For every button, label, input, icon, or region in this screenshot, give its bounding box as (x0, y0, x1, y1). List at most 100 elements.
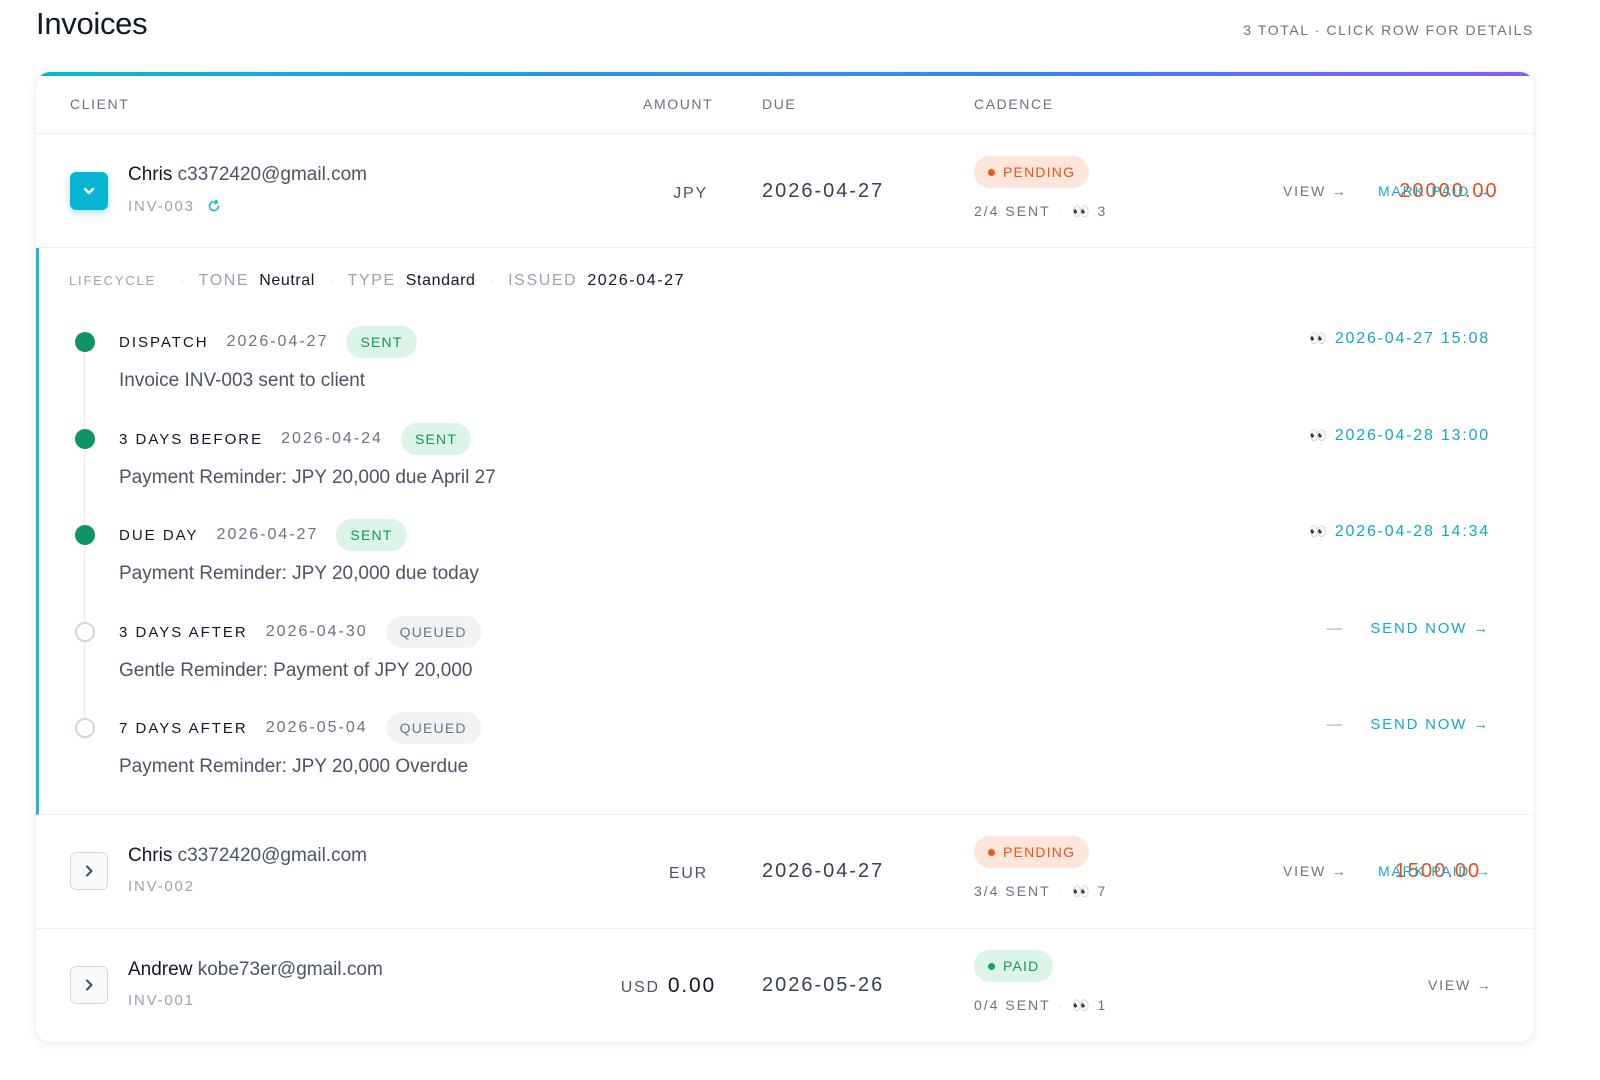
status-label: PENDING (1003, 844, 1076, 860)
status-dot (988, 848, 995, 856)
status-badge: PENDING (974, 836, 1090, 868)
amount-cell: EUR 1500.00 (668, 860, 1479, 884)
step-status-badge: SENT (400, 423, 472, 455)
amount-value: 1500.00 (1394, 860, 1482, 882)
expand-row-button[interactable] (70, 966, 108, 1004)
timeline-step: 3 DAYS AFTER 2026-04-30 QUEUED Gentle Re… (39, 616, 1534, 712)
step-opened: 👀 2026-04-28 14:34 (1309, 523, 1490, 541)
header-due: DUE (762, 96, 797, 112)
expand-row-button[interactable] (70, 852, 108, 890)
opened-timestamp: 2026-04-28 14:34 (1334, 523, 1490, 540)
currency-code: USD (620, 979, 660, 996)
eyes-icon: 👀 (1072, 203, 1090, 219)
sent-count: 0/4 SENT (974, 997, 1051, 1013)
currency-code: EUR (668, 865, 708, 882)
status-badge: PAID (974, 950, 1054, 982)
client-cell: Chris c3372420@gmail.com (128, 845, 367, 867)
invoice-count-hint: 3 TOTAL · CLICK ROW FOR DETAILS (1243, 22, 1534, 38)
step-description: Payment Reminder: JPY 20,000 due April 2… (119, 467, 496, 488)
tone-label: TONE (198, 272, 250, 289)
view-button[interactable]: VIEW → (1283, 183, 1348, 199)
step-date: 2026-05-04 (265, 719, 368, 736)
client-name: Chris (128, 164, 173, 185)
client-email: kobe73er@gmail.com (197, 959, 383, 980)
step-description: Gentle Reminder: Payment of JPY 20,000 (119, 660, 473, 681)
status-dot (988, 168, 995, 176)
open-count: 7 (1097, 883, 1108, 899)
step-status-badge: QUEUED (385, 616, 481, 648)
step-date: 2026-04-27 (216, 526, 319, 543)
header-amount: AMOUNT (643, 96, 714, 112)
collapse-row-button[interactable] (70, 172, 108, 210)
view-button[interactable]: VIEW → (1428, 977, 1493, 993)
due-date: 2026-04-27 (762, 860, 885, 882)
eyes-icon: 👀 (1309, 523, 1327, 539)
client-name: Andrew (128, 959, 193, 980)
issued-label: ISSUED (508, 272, 578, 289)
timeline-step: 3 DAYS BEFORE 2026-04-24 SENT Payment Re… (39, 423, 1534, 519)
header-client: CLIENT (70, 96, 130, 112)
mark-paid-button[interactable]: MARK PAID → (1378, 183, 1492, 199)
separator-dot: · (328, 274, 334, 288)
invoice-lifecycle-panel: LIFECYCLE · TONE Neutral · TYPE Standard · ISSUE… (36, 248, 1534, 815)
timeline-step: DUE DAY 2026-04-27 SENT Payment Reminder… (39, 519, 1534, 615)
open-count: 1 (1097, 997, 1108, 1013)
lifecycle-meta: LIFECYCLE · TONE Neutral · TYPE Standard · ISSUE… (69, 272, 685, 290)
issued-date: 2026-04-27 (587, 272, 686, 289)
step-label: 3 DAYS BEFORE (119, 430, 264, 448)
step-date: 2026-04-30 (265, 623, 368, 640)
opened-timestamp: 2026-04-27 15:08 (1334, 330, 1490, 347)
client-cell: Chris c3372420@gmail.com (128, 164, 367, 186)
lifecycle-label: LIFECYCLE (69, 273, 157, 288)
opened-timestamp: 2026-04-28 13:00 (1334, 427, 1490, 444)
status-label: PENDING (1003, 164, 1076, 180)
chevron-right-icon (85, 865, 93, 877)
step-pending-dot (75, 718, 95, 738)
step-actions: — SEND NOW → (1326, 716, 1490, 734)
cadence-summary: 3/4 SENT · 👀 7 (974, 883, 1107, 900)
eyes-icon: 👀 (1309, 427, 1327, 443)
tone-value: Neutral (259, 272, 315, 289)
table-row[interactable]: Andrew kobe73er@gmail.com INV-001 USD 0.0… (36, 929, 1534, 1042)
step-status-badge: SENT (346, 326, 417, 358)
step-done-dot (75, 332, 95, 352)
step-date: 2026-04-27 (226, 333, 329, 350)
step-label: DUE DAY (119, 526, 199, 544)
step-status-badge: SENT (336, 519, 407, 551)
amount-value: 20000.00 (1399, 180, 1499, 202)
step-opened: 👀 2026-04-27 15:08 (1309, 330, 1490, 348)
invoice-id: INV-003 (128, 198, 195, 215)
chevron-down-icon (83, 187, 95, 195)
step-actions: — SEND NOW → (1326, 620, 1490, 638)
amount-value: 0.00 (667, 974, 716, 997)
table-row[interactable]: Chris c3372420@gmail.com INV-003 JPY 2000… (36, 134, 1534, 248)
separator-dot: · (1058, 208, 1065, 219)
amount-cell: USD 0.00 (621, 974, 716, 998)
due-date: 2026-05-26 (762, 974, 885, 996)
invoice-id-cell: INV-003 (128, 198, 221, 215)
eyes-icon: 👀 (1072, 997, 1090, 1013)
step-opened: 👀 2026-04-28 13:00 (1309, 427, 1490, 445)
invoices-table-card: CLIENT AMOUNT DUE CADENCE Chris c3372420… (36, 72, 1534, 1042)
timeline-step: DISPATCH 2026-04-27 SENT Invoice INV-003… (39, 326, 1534, 422)
table-row[interactable]: Chris c3372420@gmail.com INV-002 EUR 1500… (36, 815, 1534, 929)
client-email: c3372420@gmail.com (177, 164, 367, 185)
type-label: TYPE (347, 272, 396, 289)
client-name: Chris (128, 845, 173, 866)
status-badge: PENDING (974, 156, 1090, 188)
table-header: CLIENT AMOUNT DUE CADENCE (36, 76, 1534, 134)
due-date: 2026-04-27 (762, 180, 885, 202)
step-label: 7 DAYS AFTER (119, 719, 248, 737)
step-description: Invoice INV-003 sent to client (119, 370, 366, 391)
separator-dot: · (180, 274, 185, 288)
sent-count: 3/4 SENT (974, 883, 1051, 899)
mark-paid-button[interactable]: MARK PAID → (1378, 863, 1492, 879)
send-now-button[interactable]: SEND NOW → (1370, 620, 1490, 637)
view-button[interactable]: VIEW → (1283, 863, 1348, 879)
send-now-button[interactable]: SEND NOW → (1370, 716, 1490, 733)
open-count: 3 (1097, 203, 1108, 219)
cadence-summary: 0/4 SENT · 👀 1 (974, 997, 1107, 1014)
type-value: Standard (405, 272, 476, 289)
amount-cell: JPY 20000.00 (673, 180, 1496, 204)
step-date: 2026-04-24 (281, 430, 383, 447)
